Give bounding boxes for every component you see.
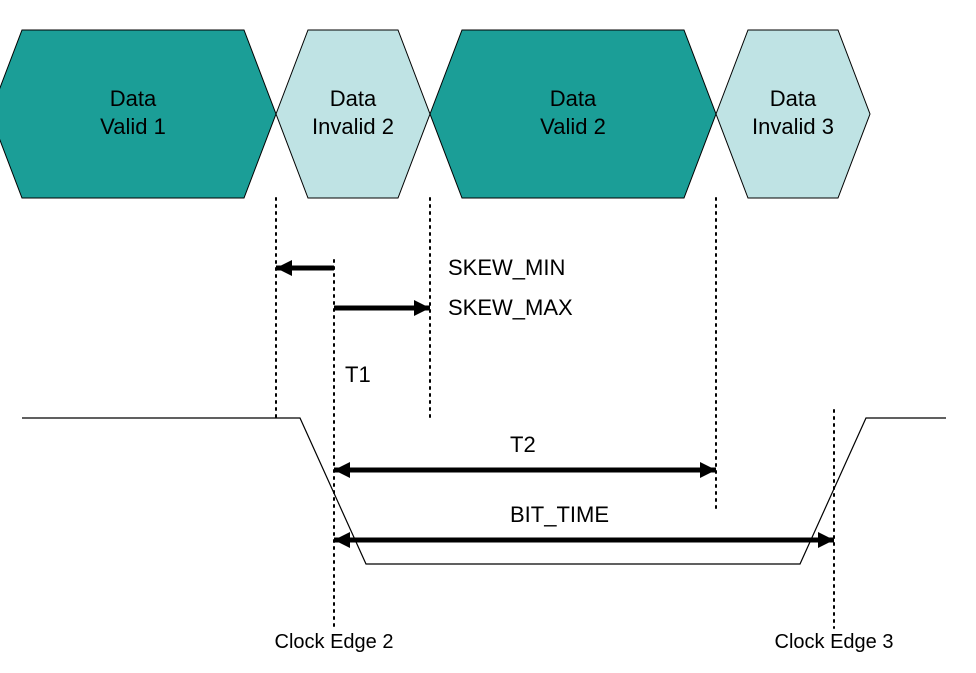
arrow-label-skew-max: SKEW_MAX [448,295,573,320]
hex-label-invalid3-line1: Data [770,86,817,111]
hex-label-invalid3-line2: Invalid 3 [752,114,834,139]
hex-label-invalid2-line2: Invalid 2 [312,114,394,139]
t1-label: T1 [345,362,371,387]
clock-edge-2-label: Clock Edge 2 [275,631,394,653]
arrow-skew-min: SKEW_MIN [276,255,565,280]
hex-label-invalid2-line1: Data [330,86,377,111]
arrow-bit-time: BIT_TIME [334,502,834,548]
arrow-label-skew-min: SKEW_MIN [448,255,565,280]
hex-label-valid1-line1: Data [110,86,157,111]
hex-label-valid2-line2: Valid 2 [540,114,606,139]
arrow-label-bit-time: BIT_TIME [510,502,609,527]
hex-label-valid2-line1: Data [550,86,597,111]
hex-label-valid1-line2: Valid 1 [100,114,166,139]
arrow-skew-max: SKEW_MAX [334,295,573,320]
arrow-label-t2: T2 [510,432,536,457]
arrow-t2: T2 [334,432,716,478]
clock-edge-3-label: Clock Edge 3 [775,631,894,653]
